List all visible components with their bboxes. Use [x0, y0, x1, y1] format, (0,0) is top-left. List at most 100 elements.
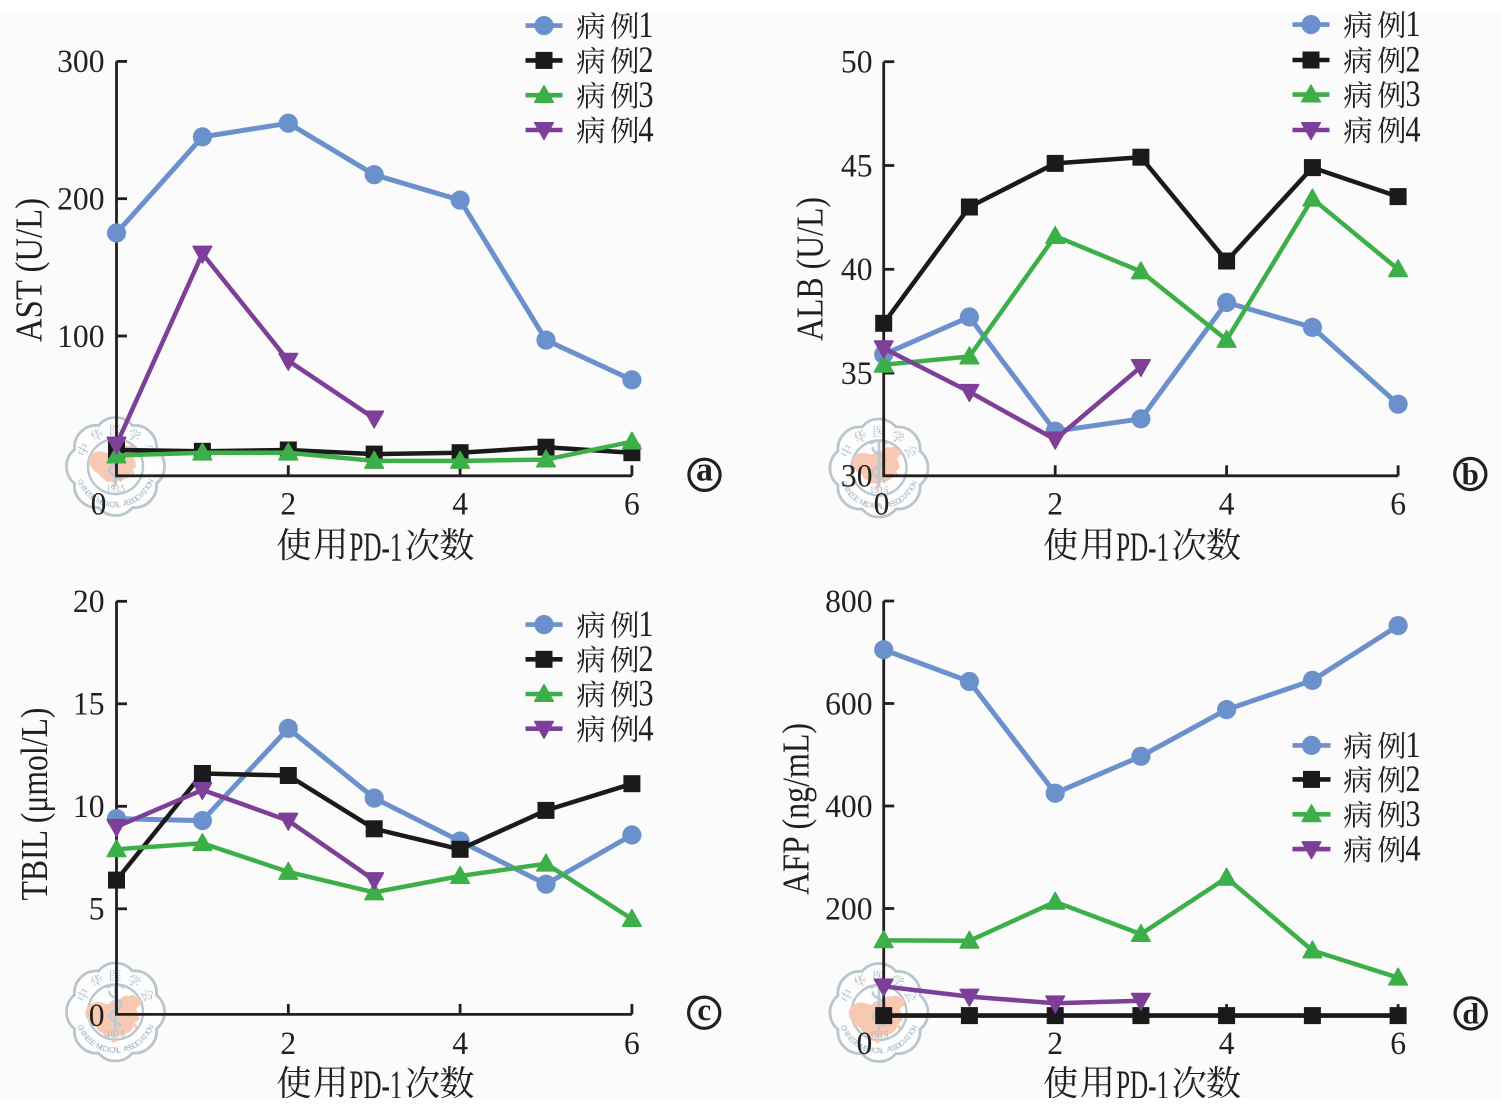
svg-text:0: 0: [857, 1026, 873, 1062]
svg-text:2: 2: [280, 1026, 296, 1062]
svg-text:N: N: [145, 478, 156, 487]
svg-text:C: C: [75, 478, 86, 487]
svg-text:1915: 1915: [870, 485, 890, 495]
svg-text:C: C: [75, 1023, 86, 1032]
svg-text:M: M: [858, 1042, 868, 1053]
svg-text:I: I: [137, 1037, 145, 1045]
svg-text:4: 4: [1219, 486, 1235, 522]
svg-text:30: 30: [841, 459, 873, 495]
svg-text:C: C: [839, 479, 850, 488]
svg-text:A: A: [901, 1034, 912, 1045]
svg-text:6: 6: [1390, 1026, 1406, 1062]
svg-text:H: H: [840, 482, 851, 491]
svg-text:AFP (ng/mL): AFP (ng/mL): [776, 723, 818, 895]
svg-text:I: I: [107, 1045, 111, 1054]
svg-text:E: E: [98, 497, 106, 507]
svg-text:M: M: [858, 497, 868, 508]
svg-text:4: 4: [1219, 1026, 1235, 1062]
svg-text:O: O: [130, 1040, 140, 1051]
svg-text:1915: 1915: [106, 1029, 126, 1039]
svg-text:A: A: [122, 498, 130, 508]
svg-text:D: D: [865, 1044, 873, 1054]
svg-text:E: E: [83, 488, 93, 498]
svg-text:S: S: [86, 490, 96, 500]
svg-text:2: 2: [1047, 1026, 1063, 1062]
svg-text:I: I: [870, 501, 874, 510]
svg-text:E: E: [83, 1034, 93, 1044]
svg-text:I: I: [143, 1030, 152, 1037]
svg-text:0: 0: [89, 998, 105, 1034]
svg-text:O: O: [894, 1040, 904, 1051]
svg-text:0: 0: [874, 486, 890, 522]
svg-text:N: N: [844, 1032, 855, 1042]
svg-text:L: L: [116, 500, 122, 509]
svg-text:ALB (U/L): ALB (U/L): [790, 197, 832, 341]
svg-text:I: I: [143, 485, 152, 492]
svg-text:E: E: [862, 1043, 870, 1053]
svg-text:E: E: [852, 494, 861, 504]
svg-text:S: S: [128, 496, 137, 506]
svg-text:2: 2: [638, 639, 653, 680]
svg-text:I: I: [79, 1030, 88, 1037]
svg-text:I: I: [870, 1046, 874, 1055]
svg-text:45: 45: [841, 148, 873, 184]
svg-text:E: E: [847, 1034, 857, 1044]
svg-text:M: M: [94, 496, 104, 507]
svg-text:S: S: [128, 1041, 137, 1051]
svg-text:I: I: [906, 1031, 915, 1038]
svg-text:800: 800: [825, 584, 872, 620]
svg-text:4: 4: [452, 486, 468, 522]
svg-text:L: L: [880, 1046, 886, 1055]
svg-text:4: 4: [638, 708, 653, 749]
svg-text:I: I: [906, 486, 915, 493]
svg-text:C: C: [133, 492, 143, 503]
svg-text:c: c: [697, 992, 711, 1027]
svg-text:3: 3: [1405, 74, 1420, 115]
svg-text:D: D: [102, 498, 110, 508]
svg-text:1: 1: [1405, 725, 1420, 766]
svg-text:400: 400: [825, 789, 872, 825]
svg-text:35: 35: [841, 356, 873, 392]
svg-text:600: 600: [825, 686, 872, 722]
svg-text:T: T: [904, 487, 914, 497]
svg-text:1: 1: [1405, 4, 1420, 45]
svg-text:A: A: [138, 1033, 149, 1044]
svg-text:AST (U/L): AST (U/L): [9, 198, 51, 342]
svg-text:E: E: [852, 1038, 861, 1048]
svg-text:3: 3: [638, 75, 653, 116]
svg-text:10: 10: [73, 789, 105, 825]
svg-text:I: I: [843, 486, 852, 493]
svg-text:N: N: [909, 1024, 920, 1033]
svg-text:S: S: [125, 497, 133, 507]
svg-text:O: O: [907, 1026, 918, 1036]
svg-text:H: H: [840, 1026, 851, 1035]
svg-text:E: E: [89, 1038, 98, 1048]
svg-text:N: N: [909, 479, 920, 488]
svg-text:C: C: [839, 1024, 850, 1033]
svg-text:15: 15: [73, 687, 105, 723]
svg-text:I: I: [900, 493, 908, 501]
svg-text:6: 6: [624, 1026, 640, 1062]
svg-text:0: 0: [91, 486, 107, 522]
svg-text:S: S: [888, 499, 896, 509]
svg-text:A: A: [113, 1046, 119, 1055]
svg-text:N: N: [145, 1023, 156, 1032]
svg-text:200: 200: [825, 891, 872, 927]
svg-text:S: S: [888, 1043, 896, 1053]
svg-text:A: A: [138, 488, 149, 499]
svg-text:4: 4: [638, 110, 653, 151]
svg-text:S: S: [86, 1036, 96, 1046]
svg-text:C: C: [872, 1046, 879, 1055]
svg-text:A: A: [113, 500, 119, 509]
svg-text:1915: 1915: [870, 1030, 890, 1040]
svg-text:d: d: [1462, 997, 1479, 1030]
svg-text:O: O: [894, 496, 904, 507]
svg-text:T: T: [140, 486, 150, 496]
svg-text:M: M: [94, 1041, 104, 1052]
svg-text:I: I: [900, 1037, 908, 1045]
svg-text:4: 4: [1405, 110, 1420, 151]
svg-text:2: 2: [638, 40, 653, 81]
svg-text:1: 1: [638, 5, 653, 46]
svg-text:50: 50: [841, 45, 873, 81]
svg-text:3: 3: [1405, 794, 1420, 835]
